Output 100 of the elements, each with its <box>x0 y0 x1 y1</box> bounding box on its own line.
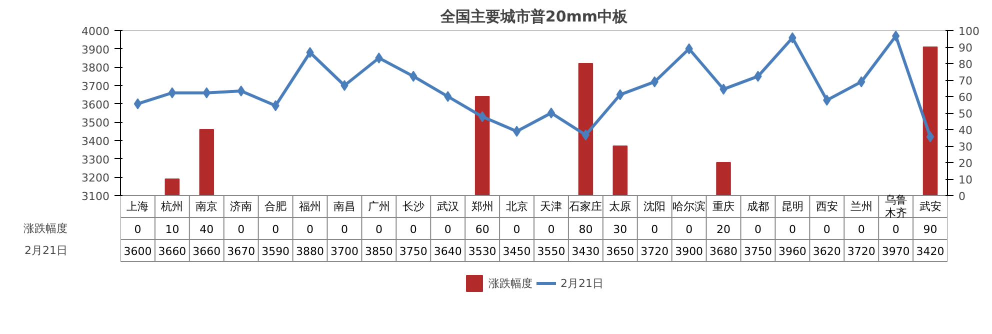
y2-tick-label: 80 <box>958 58 972 71</box>
point <box>340 80 348 91</box>
data-label: 3880 <box>296 245 324 258</box>
x-tick-label: 石家庄 <box>569 200 602 213</box>
x-tick-label: 长沙 <box>402 200 424 213</box>
data-label: 0 <box>272 223 280 236</box>
point <box>478 111 486 122</box>
y2-tick-label: 40 <box>958 124 972 137</box>
chart-title: 全国主要城市普20mm中板 <box>439 8 629 26</box>
y2-tick-label: 50 <box>958 108 972 120</box>
data-label: 3530 <box>468 245 496 258</box>
bar <box>164 178 180 196</box>
data-label: 0 <box>340 223 348 236</box>
text: 2月21日 <box>24 244 68 257</box>
x-tick-label: 太原 <box>609 200 632 213</box>
point <box>375 52 383 64</box>
data-label: 3660 <box>192 245 221 258</box>
y-tick-label: 3500 <box>82 116 110 130</box>
data-label: 0 <box>375 223 382 236</box>
data-label: 3550 <box>537 245 566 258</box>
x-tick-label: 沈阳 <box>644 200 666 213</box>
point <box>547 108 556 118</box>
point <box>892 30 900 42</box>
y-tick-label: 3800 <box>82 62 110 75</box>
data-label: 3450 <box>502 245 531 258</box>
x-tick-label: 南昌 <box>333 200 356 213</box>
x-tick-label: 乌鲁木齐 <box>884 194 907 220</box>
data-label: 0 <box>858 223 865 236</box>
x-tick-label: 合肥 <box>264 200 287 213</box>
data-label: 3720 <box>640 245 669 258</box>
legend-label: 涨跌幅度 <box>488 276 532 290</box>
data-label: 3750 <box>399 245 428 258</box>
data-label: 3720 <box>847 245 876 258</box>
data-label: 0 <box>892 223 900 236</box>
y-tick-label: 3200 <box>82 172 110 185</box>
data-label: 3960 <box>778 245 806 258</box>
point <box>237 86 245 96</box>
y-tick-label: 3100 <box>82 190 110 203</box>
y-tick-label: 3300 <box>82 153 110 166</box>
data-label: 0 <box>134 223 142 236</box>
data-label: 3600 <box>124 245 152 258</box>
point <box>168 87 176 98</box>
bar <box>612 146 628 196</box>
x-tick-label: 上海 <box>126 200 149 213</box>
x-tick-label: 福州 <box>299 200 322 213</box>
data-label: 30 <box>613 223 628 236</box>
data-label: 3650 <box>606 245 634 258</box>
data-label: 3680 <box>710 245 738 258</box>
data-label: 3970 <box>882 245 910 258</box>
x-tick-label: 兰州 <box>850 200 872 213</box>
data-label: 60 <box>475 223 490 236</box>
y2-tick-label: 70 <box>958 74 972 88</box>
x-tick-label: 天津 <box>540 200 562 213</box>
text: 涨跌幅度 <box>24 222 68 235</box>
y2-tick-label: 10 <box>958 174 972 186</box>
legend-label: 2月21日 <box>560 276 604 290</box>
x-tick-label: 成都 <box>746 200 769 213</box>
point <box>926 131 934 142</box>
data-label: 3430 <box>572 245 600 258</box>
x-tick-label: 武安 <box>919 200 942 213</box>
y2-tick-label: 0 <box>958 190 966 203</box>
bar <box>199 129 214 196</box>
data-label: 0 <box>548 223 555 236</box>
data-label: 40 <box>200 223 214 236</box>
data-label: 3900 <box>675 245 704 258</box>
y2-tick-label: 30 <box>958 140 972 154</box>
y2-tick-label: 100 <box>958 25 980 38</box>
x-tick-label: 广州 <box>368 200 390 213</box>
x-tick-label: 杭州 <box>160 200 184 213</box>
data-label: 0 <box>651 223 658 236</box>
data-label: 3750 <box>744 245 772 258</box>
bar <box>474 96 490 196</box>
data-label: 0 <box>513 223 520 236</box>
data-label: 3640 <box>434 245 462 258</box>
point <box>444 91 452 102</box>
bar <box>716 162 731 196</box>
x-tick-label: 北京 <box>506 200 528 213</box>
y-tick-label: 3900 <box>82 43 110 56</box>
data-label: 3620 <box>812 245 841 258</box>
y2-tick-label: 20 <box>958 157 972 170</box>
point <box>512 126 521 137</box>
x-tick-label: 西安 <box>816 200 838 213</box>
bar <box>922 46 938 196</box>
data-label: 90 <box>923 223 938 236</box>
point <box>582 130 590 140</box>
data-label: 3590 <box>262 245 290 258</box>
y-tick-label: 3600 <box>82 98 110 112</box>
point <box>134 98 142 110</box>
data-label: 0 <box>823 223 830 236</box>
y2-tick-label: 90 <box>958 42 972 54</box>
data-label: 10 <box>165 223 180 236</box>
data-label: 0 <box>238 223 245 236</box>
bar <box>578 63 594 196</box>
data-label: 0 <box>444 223 452 236</box>
data-label: 0 <box>410 223 417 236</box>
x-tick-label: 南京 <box>196 200 218 213</box>
data-label: 0 <box>306 223 314 236</box>
y-tick-label: 3400 <box>82 135 110 148</box>
data-label: 3850 <box>364 245 393 258</box>
y-tick-label: 3700 <box>82 80 110 93</box>
